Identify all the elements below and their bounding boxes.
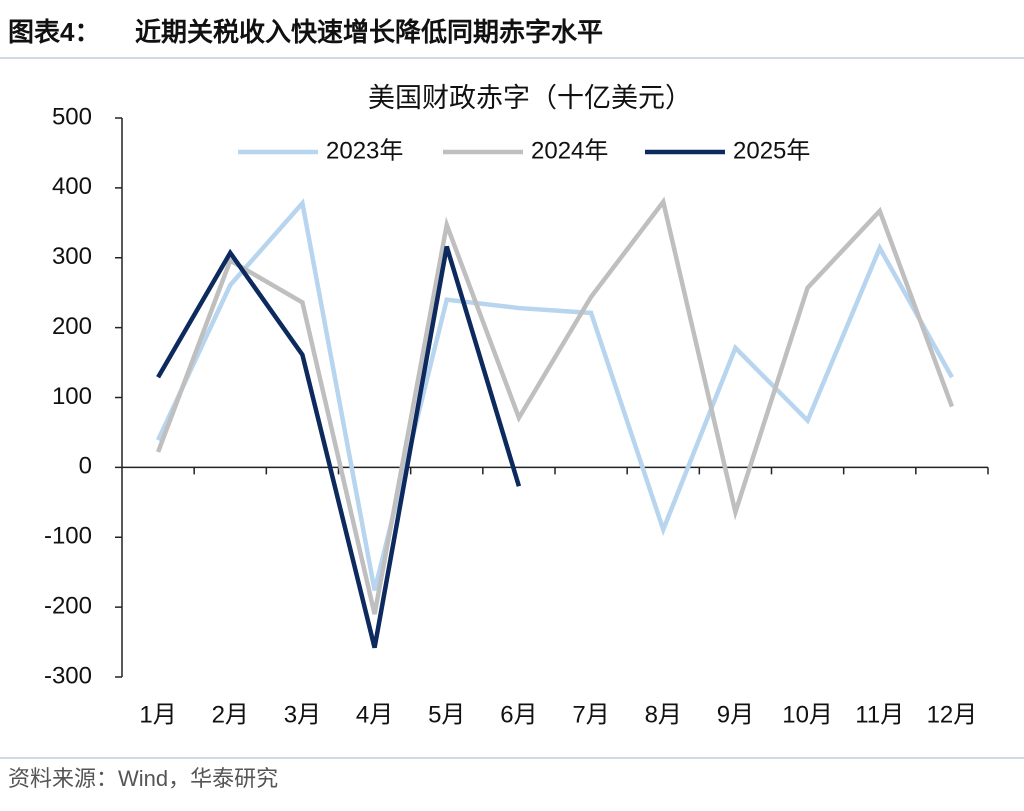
- x-tick-label: 1月: [139, 701, 176, 728]
- x-tick-label: 5月: [428, 701, 465, 728]
- x-tick-label: 2月: [212, 701, 249, 728]
- x-tick-label: 10月: [782, 701, 833, 728]
- y-tick-label: 500: [52, 103, 92, 130]
- header-title: 近期关税收入快速增长降低同期赤字水平: [135, 17, 603, 47]
- y-tick-label: -200: [44, 592, 92, 619]
- x-tick-label: 3月: [284, 701, 321, 728]
- legend-label: 2025年: [733, 137, 810, 164]
- series-line: [155, 196, 955, 615]
- x-tick-label: 4月: [356, 701, 393, 728]
- y-tick-label: 300: [52, 243, 92, 270]
- series-line: [156, 198, 954, 591]
- y-tick-label: 0: [79, 453, 92, 480]
- y-tick-label: 400: [52, 173, 92, 200]
- x-tick-label: 6月: [500, 701, 537, 728]
- source: 资料来源：Wind，华泰研究: [8, 766, 278, 791]
- x-tick-label: 7月: [572, 701, 609, 728]
- legend-label: 2024年: [531, 137, 608, 164]
- chart-title: 美国财政赤字（十亿美元）: [368, 83, 692, 113]
- x-tick-label: 9月: [717, 701, 754, 728]
- x-tick-label: 12月: [927, 701, 978, 728]
- y-tick-label: -300: [44, 662, 92, 689]
- series-line: [156, 245, 522, 649]
- header-label: 图表4：: [8, 17, 100, 47]
- y-tick-label: -100: [44, 523, 92, 550]
- y-tick-label: 200: [52, 313, 92, 340]
- x-tick-label: 8月: [645, 701, 682, 728]
- x-tick-label: 11月: [855, 701, 904, 728]
- legend-label: 2023年: [326, 137, 403, 164]
- y-tick-label: 100: [52, 383, 92, 410]
